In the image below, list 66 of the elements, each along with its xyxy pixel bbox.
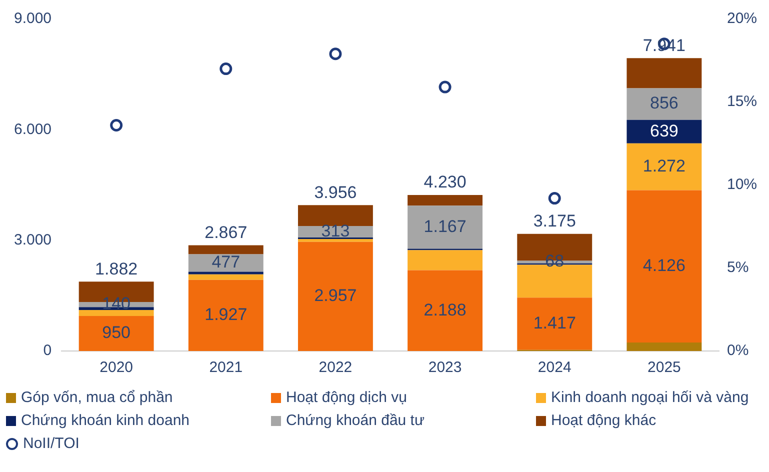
bar <box>626 88 702 120</box>
y2-tick-label: 15% <box>726 93 758 110</box>
y2-tick-label: 0% <box>726 342 749 360</box>
point <box>220 62 232 76</box>
bar <box>298 238 373 242</box>
data-label: 2.188 <box>424 300 466 320</box>
bar <box>408 270 483 351</box>
y2-tick-label: 5% <box>726 259 749 276</box>
x-tick-label: 2022 <box>318 359 352 376</box>
point <box>110 118 123 132</box>
bar <box>408 206 483 249</box>
data-label: 1.417 <box>533 313 576 332</box>
legend-label: Chứng khoán kinh doanh <box>21 412 190 429</box>
legend-label: Kinh doanh ngoại hối và vàng <box>551 389 749 406</box>
point <box>438 80 452 94</box>
data-label: 1.272 <box>642 156 686 176</box>
bar <box>78 310 154 316</box>
bar <box>626 143 702 190</box>
y2-tick-label: 10% <box>726 176 758 194</box>
bar <box>188 272 264 274</box>
data-label: 4.126 <box>642 256 686 276</box>
y-tick-label: 0 <box>43 342 52 360</box>
bar <box>626 190 702 343</box>
total-label: 1.882 <box>95 259 138 278</box>
data-label: 1.927 <box>204 305 248 324</box>
data-label: 68 <box>545 252 564 271</box>
bar <box>298 242 373 351</box>
data-label: 950 <box>102 323 131 342</box>
data-label: 2.957 <box>314 286 357 306</box>
point <box>329 48 342 60</box>
legend-label: NoII/TOI <box>23 435 80 452</box>
y-tick-label: 3.000 <box>14 231 52 248</box>
x-tick-label: 2021 <box>209 359 243 376</box>
bar <box>408 250 483 270</box>
y-tick-label: 6.000 <box>14 120 52 138</box>
bar <box>626 58 702 88</box>
total-label: 3.175 <box>533 212 576 231</box>
bar <box>188 254 264 272</box>
total-label: 3.956 <box>314 182 357 202</box>
legend-label: Góp vốn, mua cổ phần <box>21 389 173 406</box>
bar <box>626 120 702 144</box>
bar <box>298 205 373 226</box>
data-label: 639 <box>650 121 678 140</box>
x-tick-label: 2023 <box>428 359 462 376</box>
bar <box>188 245 264 254</box>
bar <box>517 298 592 350</box>
bar <box>78 316 154 351</box>
bar <box>626 342 702 351</box>
legend-label: Hoạt động khác <box>551 412 656 429</box>
bar <box>188 280 264 351</box>
data-label: 477 <box>212 252 240 272</box>
total-label: 4.230 <box>424 172 466 192</box>
legend-label: Hoạt động dịch vụ <box>286 389 407 406</box>
data-label: 856 <box>650 94 678 113</box>
y2-tick-label: 20% <box>726 10 758 28</box>
total-label: 2.867 <box>204 222 248 242</box>
x-tick-label: 2024 <box>538 359 572 376</box>
legend-label: Chứng khoán đầu tư <box>286 412 425 429</box>
data-label: 1.167 <box>424 216 466 236</box>
bar <box>408 194 483 206</box>
data-label: 313 <box>321 221 350 240</box>
x-tick-label: 2020 <box>100 359 134 376</box>
bar <box>188 274 264 280</box>
point <box>548 192 561 205</box>
x-tick-label: 2025 <box>648 359 681 376</box>
y-tick-label: 9.000 <box>14 10 52 28</box>
